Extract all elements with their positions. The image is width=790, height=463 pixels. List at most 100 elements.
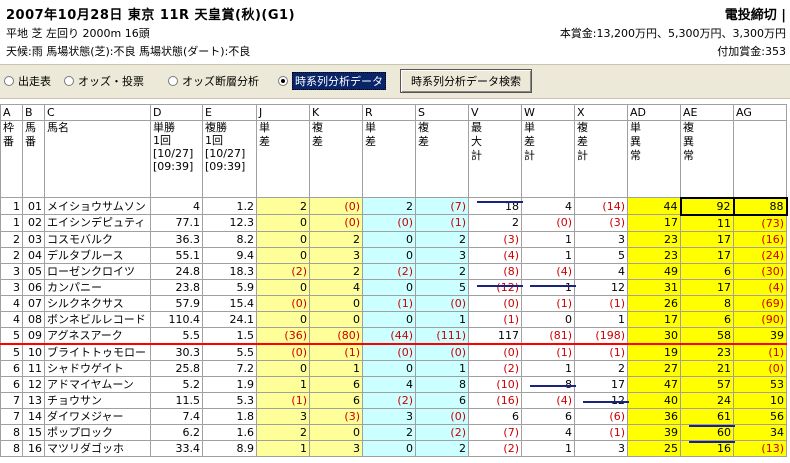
radio-circle[interactable]: [4, 76, 14, 86]
table-cell: 0: [362, 278, 416, 296]
table-row[interactable]: 6 11 シャドウゲイト 25.8 7.2 0 1 0 1 (2) 1 2 27 21 (0): [0, 359, 787, 377]
table-cell: 1.2: [202, 197, 257, 215]
table-cell: 17: [680, 230, 734, 248]
column-header[interactable]: 複差計: [574, 120, 628, 198]
table-cell: 0: [362, 246, 416, 264]
table-cell: 0: [362, 310, 416, 328]
column-letter[interactable]: AD: [627, 104, 681, 121]
column-header-label: 複差: [312, 121, 323, 149]
table-cell: 3: [309, 439, 363, 457]
table-cell: 2: [415, 439, 469, 457]
radio-odds-fault-analysis[interactable]: オッズ断層分析: [168, 73, 259, 89]
table-cell: 3: [362, 407, 416, 425]
column-header[interactable]: 単異常: [627, 120, 681, 198]
radio-circle[interactable]: [64, 76, 74, 86]
table-cell: (36): [256, 326, 310, 345]
table-cell: 2: [574, 359, 628, 377]
table-cell: 6: [415, 391, 469, 409]
table-row[interactable]: 3 06 カンパニー 23.8 5.9 0 4 0 5 (12) 1 12 31 17 (4): [0, 278, 787, 296]
table-cell: アドマイヤムーン: [44, 375, 151, 393]
column-header[interactable]: 最大計: [468, 120, 522, 198]
table-cell: 5: [574, 246, 628, 264]
column-letter[interactable]: AG: [733, 104, 787, 121]
column-header[interactable]: [733, 120, 787, 198]
column-header[interactable]: 複差: [309, 120, 363, 198]
table-row[interactable]: 2 04 デルタブルース 55.1 9.4 0 3 0 3 (4) 1 5 23 17 (24): [0, 246, 787, 264]
table-cell: 17: [574, 375, 628, 393]
table-row[interactable]: 2 03 コスモバルク 36.3 8.2 0 2 0 2 (3) 1 3 23 17 (16): [0, 230, 787, 248]
column-letter[interactable]: B: [22, 104, 45, 121]
table-cell: 15: [22, 423, 45, 441]
table-row[interactable]: 7 13 チョウサン 11.5 5.3 (1) 6 (2) 6 (16) (4) 12 40 24 10: [0, 391, 787, 409]
table-cell: 3: [574, 439, 628, 457]
table-cell: (0): [415, 343, 469, 361]
column-letter[interactable]: W: [521, 104, 575, 121]
table-cell: メイショウサムソン: [44, 197, 151, 215]
table-row[interactable]: 6 12 アドマイヤムーン 5.2 1.9 1 6 4 8 (10) 8 17 47 57 53: [0, 375, 787, 393]
column-header[interactable]: 単差: [362, 120, 416, 198]
table-cell: 8: [0, 439, 23, 457]
column-letter[interactable]: K: [309, 104, 363, 121]
table-cell: 23: [680, 343, 734, 361]
column-header[interactable]: 単勝 1回 [10/27] [09:39]: [150, 120, 203, 198]
radio-entry-list[interactable]: 出走表: [4, 73, 51, 89]
table-cell: 49: [627, 262, 681, 280]
table-cell: 10: [733, 391, 787, 409]
column-letter[interactable]: E: [202, 104, 257, 121]
column-letter[interactable]: V: [468, 104, 522, 121]
column-letter[interactable]: AE: [680, 104, 734, 121]
table-cell: 36: [627, 407, 681, 425]
table-row[interactable]: 8 15 ポップロック 6.2 1.6 2 0 2 (2) (7) 4 (1) 39 60 34: [0, 423, 787, 441]
column-header-label: 単差計: [524, 121, 535, 163]
table-row[interactable]: 3 05 ローゼンクロイツ 24.8 18.3 (2) 2 (2) 2 (8) (4) 4 49 6 (30…: [0, 262, 787, 280]
table-row[interactable]: 1 02 エイシンデピュティ 77.1 12.3 0 (0) (0) (1) 2 (0) (3) 17 1…: [0, 214, 787, 232]
table-cell: 2: [362, 423, 416, 441]
radio-circle[interactable]: [168, 76, 178, 86]
table-cell: 4: [574, 262, 628, 280]
column-header[interactable]: 複異常: [680, 120, 734, 198]
radio-circle-selected[interactable]: [278, 76, 288, 86]
column-letter[interactable]: R: [362, 104, 416, 121]
table-cell: 14: [22, 407, 45, 425]
table-row[interactable]: 4 07 シルクネクサス 57.9 15.4 (0) 0 (1) (0) (0) (1) (1) 26 8…: [0, 294, 787, 312]
table-row[interactable]: 4 08 ボンネビルレコード 110.4 24.1 0 0 0 1 (1) 0 1 17 6 (90): [0, 310, 787, 328]
radio-odds-vote[interactable]: オッズ・投票: [64, 73, 144, 89]
column-letter[interactable]: X: [574, 104, 628, 121]
table-cell: 56: [733, 407, 787, 425]
table-cell: 1: [574, 310, 628, 328]
table-cell: 8.2: [202, 230, 257, 248]
table-row[interactable]: 5 10 ブライトトゥモロー 30.3 5.5 (0) (1) (0) (0) (0) (1) (1)…: [0, 343, 787, 361]
column-header-label: 複差計: [577, 121, 588, 163]
column-header[interactable]: 単差計: [521, 120, 575, 198]
column-header[interactable]: 馬名: [44, 120, 151, 198]
timeseries-search-button[interactable]: 時系列分析データ検索: [400, 69, 532, 93]
table-cell: 8: [521, 375, 575, 393]
table-cell: 5: [0, 343, 23, 361]
table-row[interactable]: 8 16 マツリダゴッホ 33.4 8.9 1 3 0 2 (2) 1 3 25 16 (13): [0, 439, 787, 457]
table-cell: 117: [468, 326, 522, 345]
column-header[interactable]: 単差: [256, 120, 310, 198]
column-letter[interactable]: J: [256, 104, 310, 121]
table-cell: 17: [680, 278, 734, 296]
column-header[interactable]: 複勝 1回 [10/27] [09:39]: [202, 120, 257, 198]
column-letter[interactable]: A: [0, 104, 23, 121]
table-cell: (3): [574, 214, 628, 232]
table-row[interactable]: 7 14 ダイワメジャー 7.4 1.8 3 (3) 3 (0) 6 6 (6) 36 61 56: [0, 407, 787, 425]
table-cell: 1: [521, 439, 575, 457]
table-cell: (80): [309, 326, 363, 345]
column-header[interactable]: 複差: [415, 120, 469, 198]
table-row[interactable]: 1 01 メイショウサムソン 4 1.2 2 (0) 2 (7) 18 4 (14) 44 92 88: [0, 196, 788, 216]
column-header[interactable]: 枠番: [0, 120, 23, 198]
table-cell: 1: [415, 359, 469, 377]
column-letter[interactable]: S: [415, 104, 469, 121]
table-cell: (1): [362, 294, 416, 312]
column-header[interactable]: 馬番: [22, 120, 45, 198]
column-letter[interactable]: C: [44, 104, 151, 121]
table-cell: (69): [733, 294, 787, 312]
table-cell: 0: [256, 278, 310, 296]
table-cell: 0: [309, 423, 363, 441]
table-cell: (0): [468, 343, 522, 361]
radio-timeseries-data[interactable]: 時系列分析データ: [278, 72, 386, 90]
column-letter[interactable]: D: [150, 104, 203, 121]
table-row[interactable]: 5 09 アグネスアーク 5.5 1.5 (36) (80) (44) (111) 117 (81)…: [0, 326, 787, 345]
